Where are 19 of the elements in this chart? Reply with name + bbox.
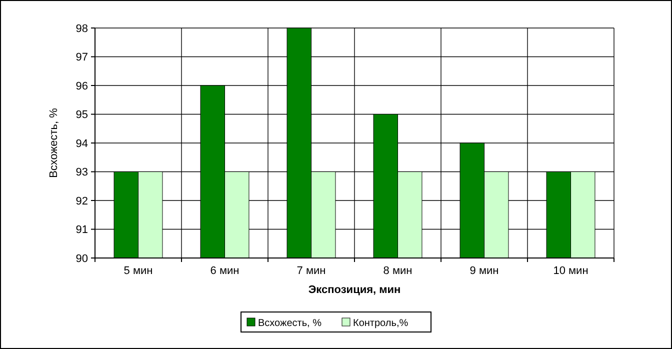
- y-tick-label: 90: [76, 252, 88, 265]
- y-axis-title: Всхожесть, %: [48, 108, 60, 178]
- y-tick-label: 97: [76, 52, 88, 64]
- x-tick-label: 10 мин: [553, 265, 588, 277]
- y-tick-label: 98: [76, 22, 88, 35]
- x-tick-label: 9 мин: [470, 265, 499, 277]
- legend-label: Контроль,%: [353, 318, 408, 329]
- x-tick-label: 6 мин: [210, 265, 240, 277]
- legend-label: Всхожесть, %: [258, 318, 322, 329]
- x-tick-label: 7 мин: [296, 265, 326, 277]
- x-axis-title: Экспозиция, мин: [308, 284, 401, 296]
- y-tick-label: 92: [76, 195, 88, 208]
- y-tick-label: 95: [76, 109, 88, 122]
- x-tick-label: 5 мин: [124, 265, 153, 277]
- y-tick-label: 93: [76, 166, 88, 179]
- y-tick-label: 91: [76, 224, 88, 236]
- x-tick-label: 8 мин: [383, 265, 412, 277]
- y-tick-label: 94: [76, 138, 88, 150]
- y-tick-label: 96: [76, 80, 88, 92]
